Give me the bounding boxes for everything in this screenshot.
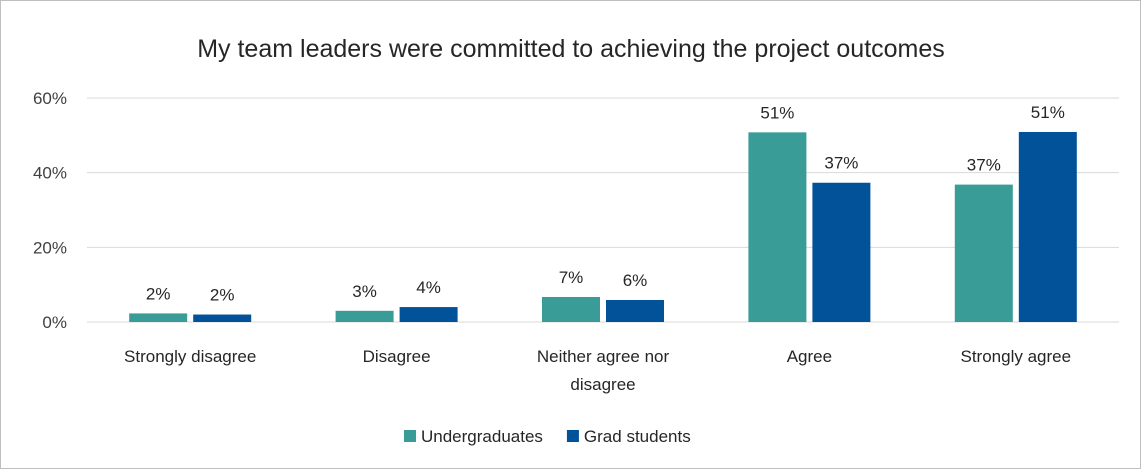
y-tick-label: 40% <box>33 164 67 183</box>
y-tick-label: 20% <box>33 238 67 257</box>
legend-swatch <box>566 430 579 442</box>
data-label: 4% <box>416 278 441 297</box>
category-label: Strongly disagree <box>124 347 256 366</box>
bar-grad-students <box>399 307 458 322</box>
data-labels: 2% 2% 3% 4% 7% 6% 51% 37% 37% 51% <box>146 103 1065 305</box>
data-label: 6% <box>623 271 648 290</box>
legend-swatch <box>404 430 416 442</box>
bar-undergraduates <box>542 296 600 322</box>
data-label: 37% <box>824 154 858 173</box>
bar-grad-students <box>812 182 871 322</box>
y-tick-label: 0% <box>42 313 67 332</box>
data-label: 51% <box>760 103 794 122</box>
legend-label: Grad students <box>584 427 691 446</box>
data-label: 3% <box>352 282 377 301</box>
bar-undergraduates <box>129 313 188 322</box>
data-label: 51% <box>1031 103 1065 122</box>
data-label: 37% <box>967 156 1001 175</box>
category-label: Strongly agree <box>961 347 1072 366</box>
y-axis-tick-labels: 0% 20% 40% 60% <box>33 89 67 332</box>
category-label: Agree <box>787 347 832 366</box>
bar-grad-students <box>1018 131 1077 322</box>
y-tick-label: 60% <box>33 89 67 108</box>
legend-label: Undergraduates <box>421 427 543 446</box>
category-label: Neither agree nor <box>537 347 670 366</box>
bar-grad-students <box>606 299 664 322</box>
bar-grad-students <box>193 314 252 322</box>
data-label: 2% <box>210 286 235 305</box>
bar-undergraduates <box>954 184 1013 322</box>
category-label: disagree <box>570 375 635 394</box>
gridlines <box>87 97 1119 323</box>
chart-title: My team leaders were committed to achiev… <box>197 35 945 63</box>
bar-undergraduates <box>748 132 807 322</box>
category-label: Disagree <box>363 347 431 366</box>
data-label: 7% <box>559 268 584 287</box>
data-label: 2% <box>146 284 171 303</box>
bar-undergraduates <box>335 310 394 322</box>
bars <box>129 131 1077 322</box>
x-axis-category-labels: Strongly disagree Disagree Neither agree n… <box>124 347 1071 394</box>
legend: Undergraduates Grad students <box>404 427 691 446</box>
